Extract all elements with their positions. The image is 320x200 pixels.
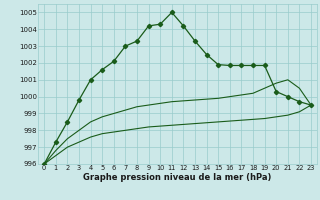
X-axis label: Graphe pression niveau de la mer (hPa): Graphe pression niveau de la mer (hPa) [84, 173, 272, 182]
